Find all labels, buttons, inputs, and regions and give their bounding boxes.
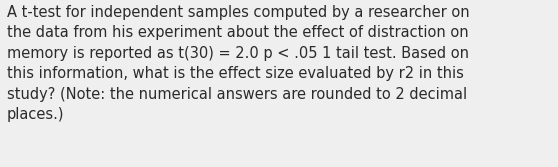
Text: A t-test for independent samples computed by a researcher on
the data from his e: A t-test for independent samples compute…	[7, 5, 469, 122]
